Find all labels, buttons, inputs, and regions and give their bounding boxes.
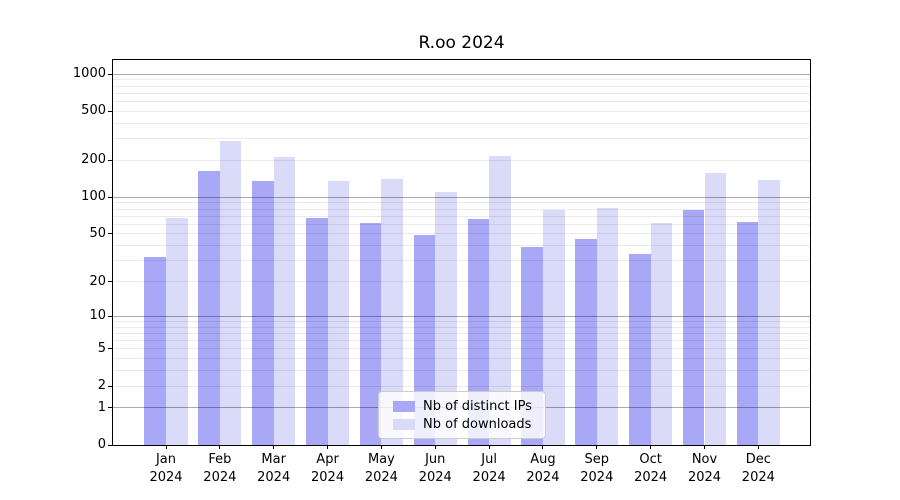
y-tick-label: 5 <box>97 340 106 356</box>
bar-downloads <box>650 223 673 445</box>
x-tick-mark <box>704 445 705 449</box>
bar-downloads <box>381 179 403 445</box>
x-tick-label: Oct 2024 <box>634 452 668 485</box>
y-tick-label: 0 <box>97 437 106 452</box>
legend-label: Nb of downloads <box>423 416 532 432</box>
gridline-minor <box>113 159 810 161</box>
y-tick-mark <box>108 281 112 283</box>
bar-downloads <box>166 217 188 445</box>
x-tick-label: Sep 2024 <box>580 452 614 485</box>
bar-distinct-ips <box>575 239 597 445</box>
bar-downloads <box>542 210 565 445</box>
legend: Nb of distinct IPs Nb of downloads <box>378 391 546 439</box>
gridline-minor <box>113 138 810 140</box>
gridline-minor <box>113 79 810 81</box>
y-tick-mark <box>108 407 112 409</box>
bar-distinct-ips <box>736 221 759 445</box>
plot-area <box>112 59 811 446</box>
bar-distinct-ips <box>252 181 274 445</box>
x-tick-label: Aug 2024 <box>526 452 560 485</box>
x-tick-mark <box>327 445 329 449</box>
legend-swatch-icon <box>393 418 415 430</box>
x-tick-label: Jul 2024 <box>472 452 506 485</box>
legend-label: Nb of distinct IPs <box>423 398 532 414</box>
x-tick-mark <box>434 445 436 449</box>
gridline-minor <box>113 122 810 124</box>
bar-downloads <box>704 172 727 445</box>
bar-distinct-ips <box>467 219 490 445</box>
bar-downloads <box>435 191 457 445</box>
bar-distinct-ips <box>359 222 382 445</box>
x-tick-mark <box>542 445 544 449</box>
y-tick-mark <box>108 233 112 235</box>
x-tick-label: May 2024 <box>364 452 398 485</box>
y-tick-mark <box>108 73 112 75</box>
x-tick-label: Apr 2024 <box>311 452 345 485</box>
bar-distinct-ips <box>144 257 166 445</box>
y-tick-label: 1 <box>97 399 106 415</box>
x-tick-mark <box>380 445 382 449</box>
y-tick-mark <box>108 385 112 387</box>
y-tick-label: 10 <box>89 308 106 324</box>
gridline-minor <box>113 110 810 112</box>
x-tick-mark <box>757 445 759 449</box>
bar-distinct-ips <box>305 217 328 445</box>
x-tick-mark <box>219 445 221 449</box>
y-tick-mark <box>108 110 112 112</box>
y-tick-label: 20 <box>89 273 106 289</box>
bar-downloads <box>219 140 242 445</box>
legend-item: Nb of distinct IPs <box>387 397 537 415</box>
y-tick-mark <box>108 348 112 350</box>
x-tick-mark <box>273 445 275 449</box>
gridline-minor <box>113 92 810 94</box>
y-tick-label: 500 <box>81 103 106 119</box>
y-tick-label: 2 <box>97 378 106 394</box>
x-tick-mark <box>165 445 167 449</box>
y-tick-mark <box>108 444 112 446</box>
bar-downloads <box>758 180 780 445</box>
legend-item: Nb of downloads <box>387 415 537 433</box>
bar-downloads <box>273 156 296 445</box>
bar-distinct-ips <box>682 209 705 445</box>
gridline-minor <box>113 100 810 102</box>
y-tick-label: 200 <box>81 152 106 168</box>
legend-swatch-icon <box>393 400 415 412</box>
gridline-minor <box>113 85 810 87</box>
x-tick-label: Feb 2024 <box>203 452 237 485</box>
bar-distinct-ips <box>198 171 220 445</box>
bar-downloads <box>596 207 619 445</box>
y-tick-label: 100 <box>81 189 106 205</box>
y-tick-label: 1000 <box>72 66 106 82</box>
x-tick-mark <box>488 445 490 449</box>
x-tick-mark <box>650 445 652 449</box>
x-tick-label: Dec 2024 <box>741 452 775 485</box>
y-tick-label: 50 <box>89 225 106 241</box>
y-tick-mark <box>108 315 112 317</box>
x-tick-label: Mar 2024 <box>257 452 291 485</box>
bar-distinct-ips <box>629 254 651 445</box>
x-tick-label: Nov 2024 <box>687 452 722 485</box>
bar-downloads <box>327 180 350 445</box>
gridline-major <box>113 73 810 75</box>
x-tick-mark <box>596 445 598 449</box>
x-tick-label: Jan 2024 <box>149 452 183 485</box>
y-tick-mark <box>108 159 112 161</box>
y-tick-mark <box>108 196 112 198</box>
chart-title: R.oo 2024 <box>418 33 505 53</box>
bar-downloads <box>489 155 511 445</box>
x-tick-label: Jun 2024 <box>418 452 452 485</box>
